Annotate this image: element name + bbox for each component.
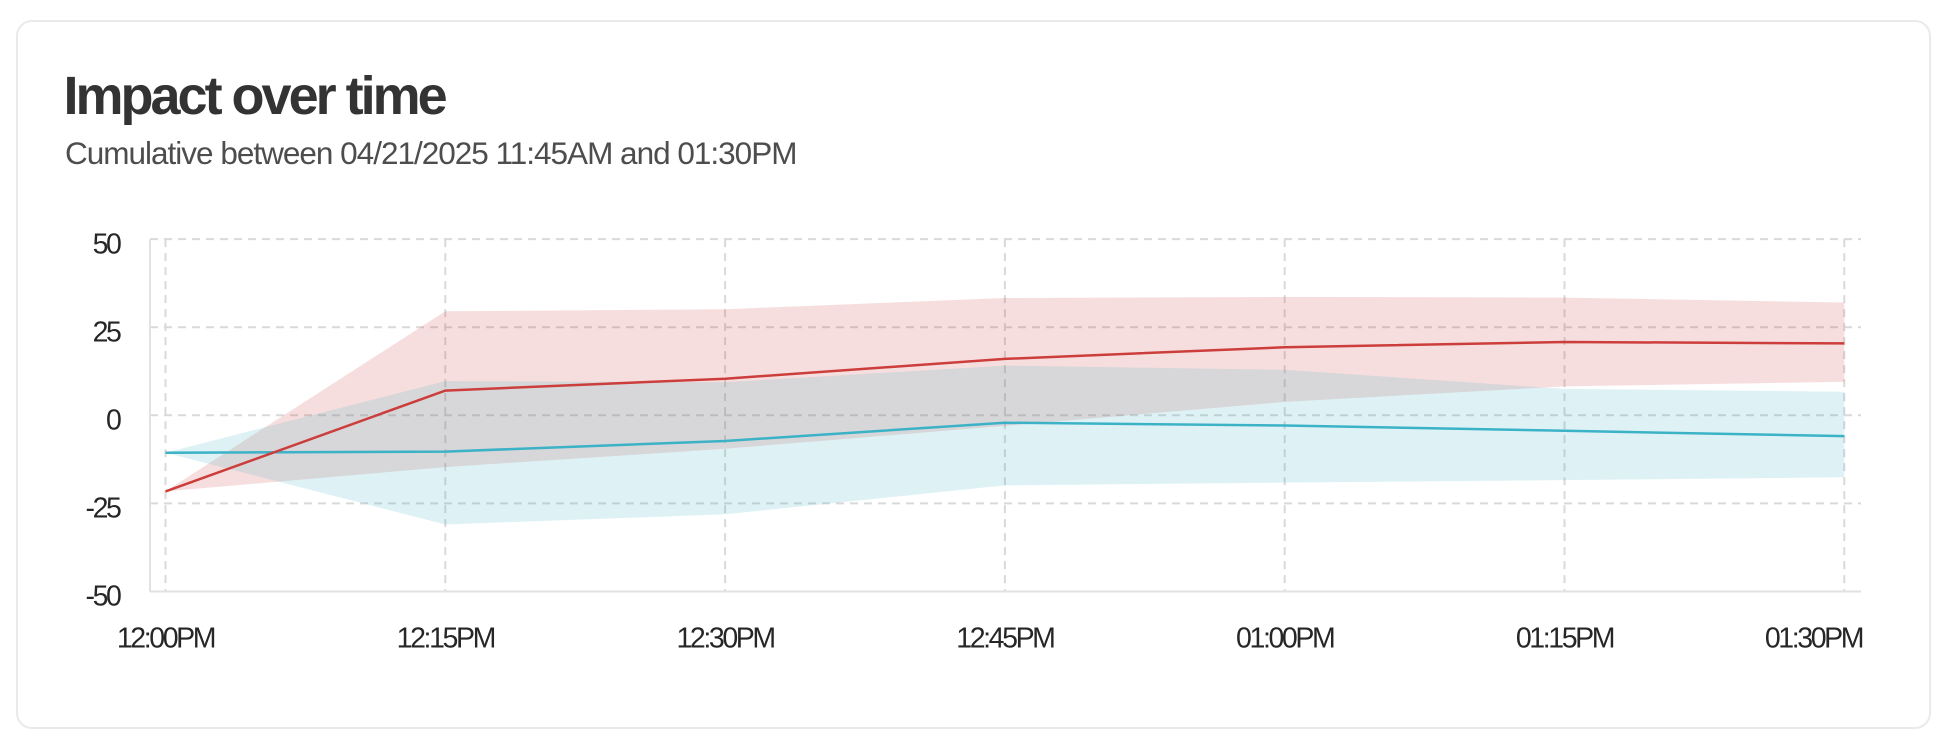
svg-text:25: 25 (93, 316, 121, 348)
svg-text:12:15PM: 12:15PM (397, 623, 495, 655)
svg-text:01:30PM: 01:30PM (1765, 623, 1863, 655)
svg-text:-50: -50 (86, 581, 122, 613)
svg-text:50: 50 (93, 228, 121, 260)
svg-text:-25: -25 (86, 493, 122, 525)
svg-text:12:30PM: 12:30PM (676, 623, 774, 655)
svg-text:01:00PM: 01:00PM (1236, 623, 1334, 655)
svg-text:0: 0 (106, 405, 121, 437)
svg-text:12:00PM: 12:00PM (117, 623, 215, 655)
svg-text:12:45PM: 12:45PM (956, 623, 1054, 655)
svg-text:01:15PM: 01:15PM (1516, 623, 1614, 655)
